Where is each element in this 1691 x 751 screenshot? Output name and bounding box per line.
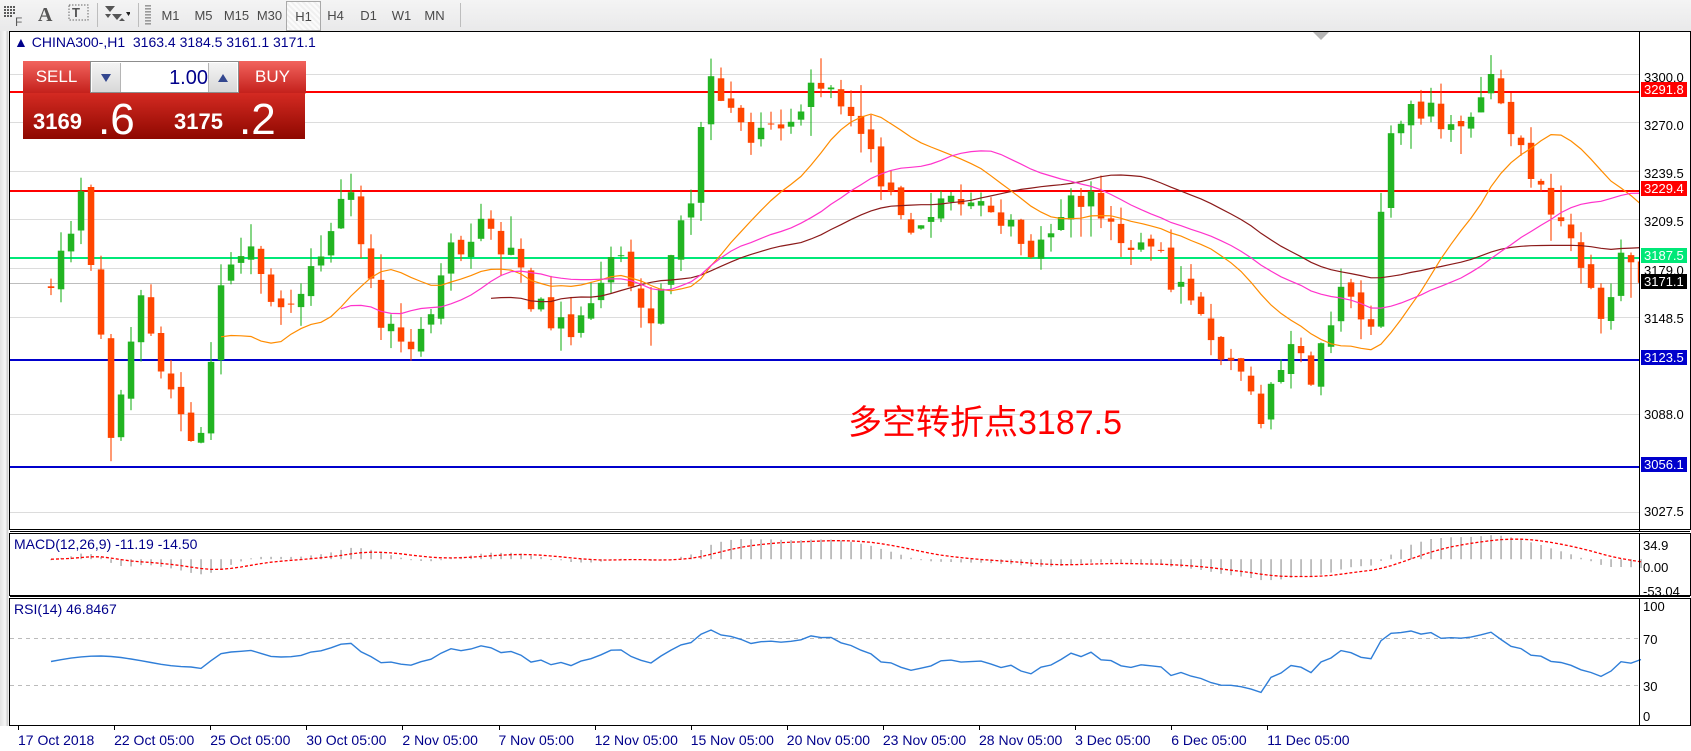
- svg-text:T: T: [72, 5, 80, 20]
- svg-text:F: F: [15, 15, 22, 27]
